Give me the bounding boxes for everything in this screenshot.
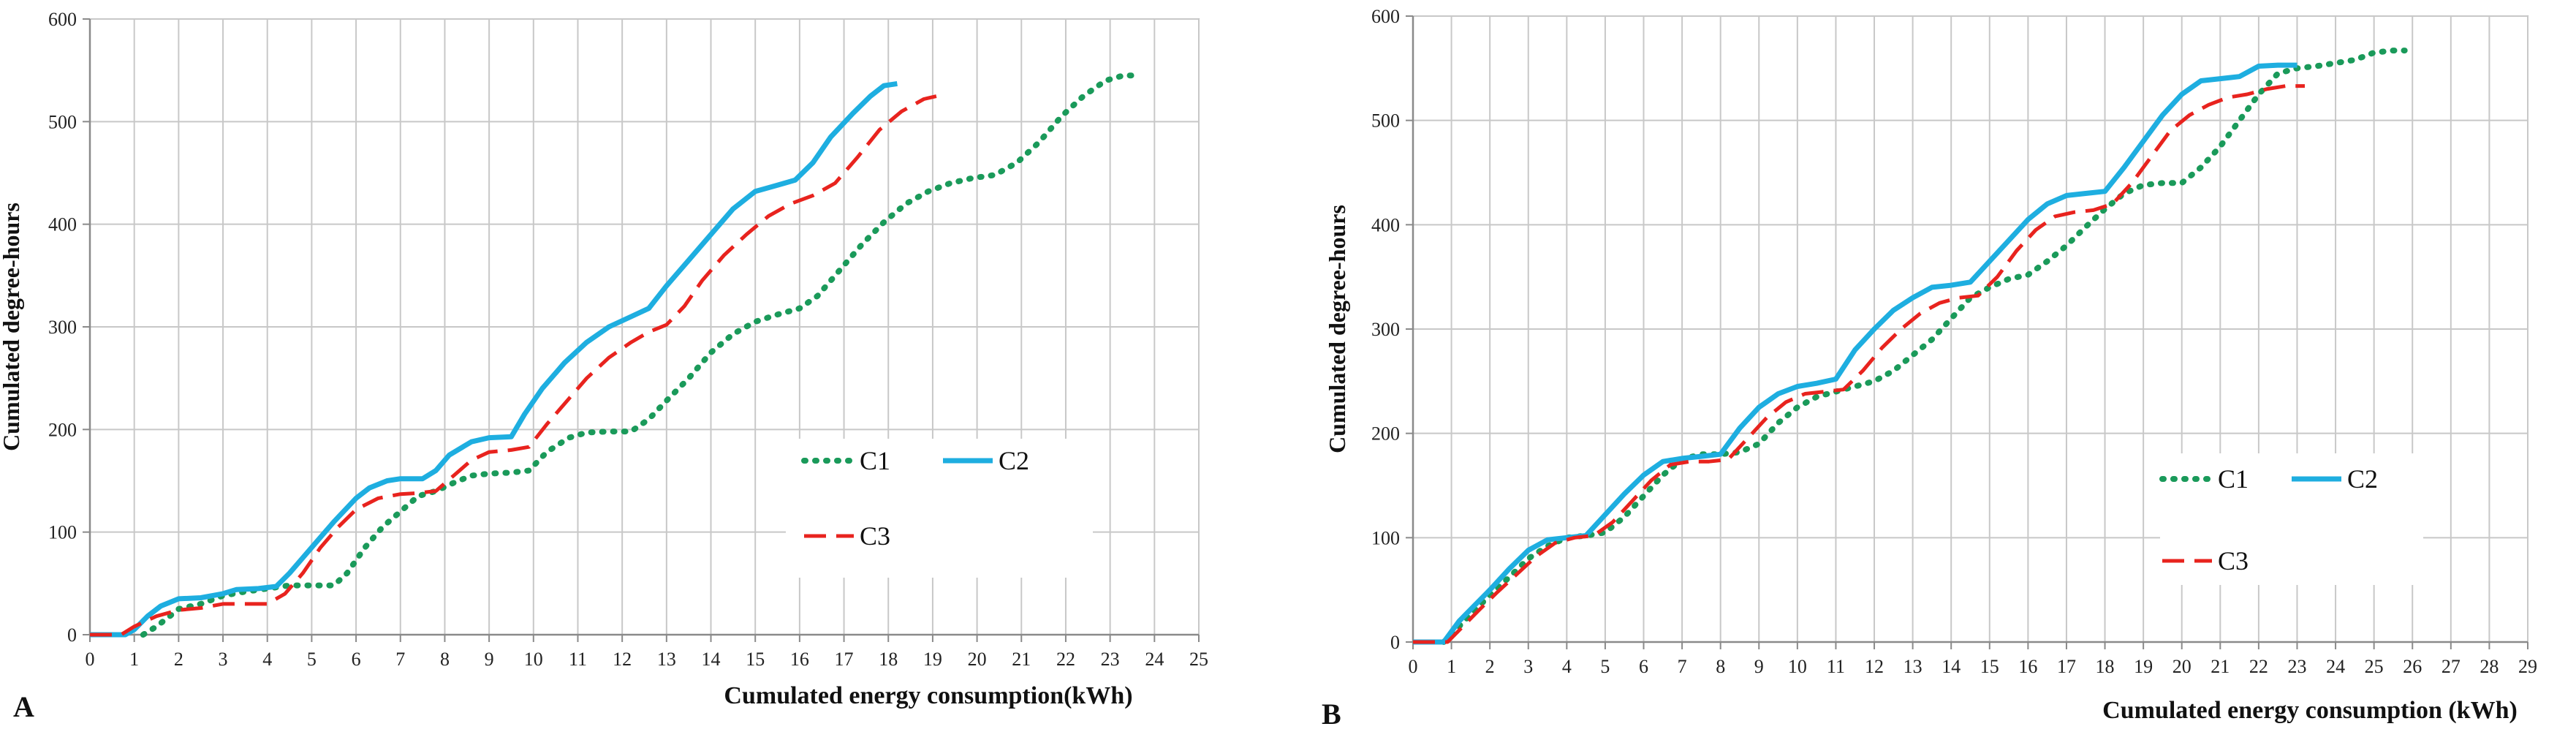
x-tick-label: 17 (2057, 656, 2076, 677)
x-tick-label: 23 (2287, 656, 2306, 677)
x-tick-label: 25 (2365, 656, 2384, 677)
x-tick-label: 13 (657, 649, 676, 670)
chart-panel-a: 0 1 2 3 4 5 6 7 8 9 10 11 12 13 14 15 16 17 18 19 20 21 22 23 24… (0, 9, 1208, 723)
y-tick-label: 0 (1390, 632, 1400, 653)
x-tick-label: 25 (1189, 649, 1208, 670)
y-tick-label: 500 (1371, 110, 1400, 132)
series-line-c3 (1413, 84, 2305, 644)
x-tick-label: 6 (1639, 656, 1648, 677)
x-tick-label: 18 (879, 649, 898, 670)
legend-label-c2: C2 (999, 446, 1029, 475)
x-tick-label: 17 (835, 649, 854, 670)
y-tick-label: 600 (48, 9, 77, 30)
x-tick-label: 5 (307, 649, 317, 670)
x-tick-label: 20 (2172, 656, 2192, 677)
y-tick-label: 300 (1371, 319, 1400, 340)
y-tick-label: 400 (48, 214, 77, 235)
series-line-c2 (90, 80, 898, 638)
legend-label-c1: C1 (860, 446, 890, 475)
x-tick-label: 2 (1485, 656, 1495, 677)
x-axis-title: Cumulated energy consumption(kWh) (724, 682, 1132, 709)
x-tick-label: 24 (2326, 656, 2345, 677)
y-axis-title: Cumulated degree-hours (0, 203, 24, 451)
y-tick-label: 100 (48, 522, 77, 543)
y-tick-label: 0 (67, 624, 77, 646)
x-tick-label: 19 (2134, 656, 2153, 677)
x-tick-label: 23 (1101, 649, 1120, 670)
x-tick-label: 16 (790, 649, 809, 670)
x-tick-label: 7 (395, 649, 405, 670)
x-tick-label: 24 (1145, 649, 1164, 670)
x-tick-label: 11 (569, 649, 587, 670)
x-tick-label: 13 (1903, 656, 1922, 677)
legend-label-c3: C3 (2218, 546, 2249, 575)
x-tick-label: 9 (1754, 656, 1764, 677)
x-tick-label: 6 (352, 649, 361, 670)
x-tick-label: 28 (2480, 656, 2499, 677)
x-tick-label: 22 (2249, 656, 2268, 677)
y-axis-title: Cumulated degree-hours (1324, 205, 1350, 453)
y-tick-label: 200 (1371, 423, 1400, 445)
x-tick-label: 4 (1562, 656, 1572, 677)
y-tick-label: 300 (48, 317, 77, 338)
x-tick-label: 1 (129, 649, 139, 670)
x-tick-label: 15 (1980, 656, 1999, 677)
panel-label: A (13, 690, 34, 723)
legend-label-c1: C1 (2218, 464, 2249, 494)
x-tick-label: 15 (746, 649, 765, 670)
x-tick-label: 3 (1523, 656, 1533, 677)
y-tick-label: 200 (48, 419, 77, 440)
x-tick-label: 27 (2441, 656, 2461, 677)
x-tick-label: 14 (702, 649, 721, 670)
series-line-c1 (140, 72, 1140, 638)
x-tick-label: 3 (219, 649, 228, 670)
x-axis-title: Cumulated energy consumption (kWh) (2102, 697, 2518, 724)
x-tick-label: 2 (174, 649, 183, 670)
y-tick-label: 400 (1371, 214, 1400, 235)
x-tick-label: 9 (485, 649, 494, 670)
legend-label-c3: C3 (860, 521, 890, 551)
x-tick-label: 22 (1056, 649, 1075, 670)
legend-box (2160, 453, 2423, 585)
y-tick-label: 500 (48, 111, 77, 132)
x-tick-label: 20 (968, 649, 987, 670)
x-tick-label: 18 (2096, 656, 2115, 677)
x-tick-label: 12 (1865, 656, 1884, 677)
x-tick-label: 10 (524, 649, 543, 670)
x-tick-label: 19 (923, 649, 942, 670)
series-line-c1 (1441, 48, 2408, 645)
x-tick-label: 12 (613, 649, 632, 670)
x-tick-label: 8 (440, 649, 450, 670)
legend-box (786, 439, 1093, 578)
x-tick-label: 0 (86, 649, 95, 670)
x-tick-label: 26 (2403, 656, 2422, 677)
x-tick-label: 8 (1716, 656, 1725, 677)
x-tick-label: 7 (1678, 656, 1687, 677)
x-tick-label: 11 (1827, 656, 1845, 677)
series-line-c2 (1413, 62, 2297, 645)
x-tick-label: 4 (262, 649, 272, 670)
x-tick-label: 1 (1447, 656, 1456, 677)
chart-panel-b: 0 1 2 3 4 5 6 7 8 9 10 11 12 13 14 15 16 17 18 19 20 21 22 23 24… (1322, 6, 2537, 730)
y-tick-label: 600 (1371, 6, 1400, 27)
legend-label-c2: C2 (2347, 464, 2378, 494)
x-tick-label: 21 (2211, 656, 2230, 677)
x-tick-label: 21 (1012, 649, 1031, 670)
panel-label: B (1322, 698, 1341, 730)
x-tick-label: 16 (2018, 656, 2037, 677)
x-tick-label: 29 (2518, 656, 2537, 677)
x-tick-label: 0 (1409, 656, 1418, 677)
x-tick-label: 5 (1600, 656, 1610, 677)
x-tick-label: 14 (1942, 656, 1961, 677)
series-line-c3 (90, 94, 947, 637)
x-tick-label: 10 (1788, 656, 1807, 677)
y-tick-label: 100 (1371, 527, 1400, 548)
